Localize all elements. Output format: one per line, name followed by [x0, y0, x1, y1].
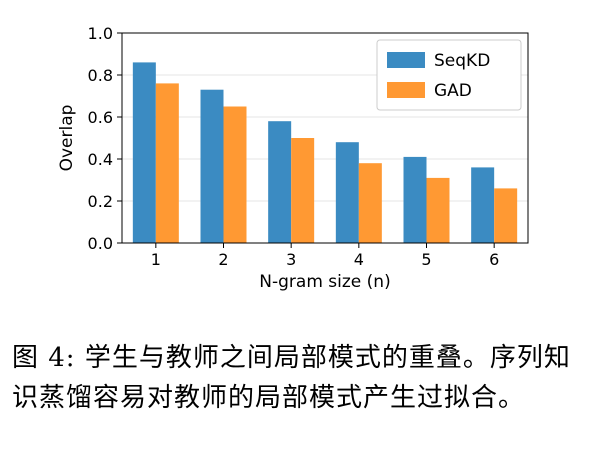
x-tick-label: 1	[151, 250, 161, 269]
bar-seqkd-5	[403, 156, 427, 243]
y-tick-label: 1.0	[88, 24, 113, 43]
y-tick-label: 0.2	[88, 192, 113, 211]
y-tick-label: 0.6	[88, 108, 113, 127]
legend: SeqKD GAD	[376, 39, 522, 111]
y-tick-label: 0.0	[88, 234, 113, 253]
x-tick-label: 5	[421, 250, 431, 269]
x-axis-label: N-gram size (n)	[259, 272, 390, 292]
legend-swatch-gad	[387, 82, 425, 98]
bar-gad-1	[155, 83, 179, 244]
legend-swatch-seqkd	[387, 52, 425, 68]
figure-caption: 图 4: 学生与教师之间局部模式的重叠。序列知识蒸馏容易对教师的局部模式产生过拟…	[12, 343, 571, 413]
bar-gad-4	[358, 163, 382, 243]
chart-svg: 0.0 0.2 0.4 0.6 0.8 1.0 1 2 3 4 5 6 N-gram size (n)…	[57, 24, 529, 292]
bar-seqkd-4	[335, 142, 359, 243]
bar-gad-2	[223, 106, 247, 243]
x-tick-label: 4	[354, 250, 364, 269]
bar-seqkd-1	[132, 62, 156, 244]
bar-gad-6	[494, 188, 518, 243]
y-tick-label: 0.8	[88, 66, 113, 85]
legend-label-gad: GAD	[434, 81, 472, 101]
bar-seqkd-3	[268, 121, 292, 243]
x-tick-label: 3	[286, 250, 296, 269]
x-tick-label: 6	[489, 250, 499, 269]
bar-gad-3	[291, 138, 315, 243]
bar-gad-5	[426, 177, 450, 243]
ticks: 0.0 0.2 0.4 0.6 0.8 1.0 1 2 3 4 5 6	[88, 24, 500, 269]
plot-frame	[121, 32, 529, 244]
bars	[132, 62, 518, 244]
y-tick-label: 0.4	[88, 150, 113, 169]
x-tick-label: 2	[218, 250, 228, 269]
y-axis-label: Overlap	[57, 105, 77, 172]
legend-label-seqkd: SeqKD	[434, 51, 490, 71]
bar-seqkd-6	[471, 167, 495, 243]
chart: 0.0 0.2 0.4 0.6 0.8 1.0 1 2 3 4 5 6 N-gram size (n)…	[57, 24, 529, 292]
bar-seqkd-2	[200, 89, 224, 243]
